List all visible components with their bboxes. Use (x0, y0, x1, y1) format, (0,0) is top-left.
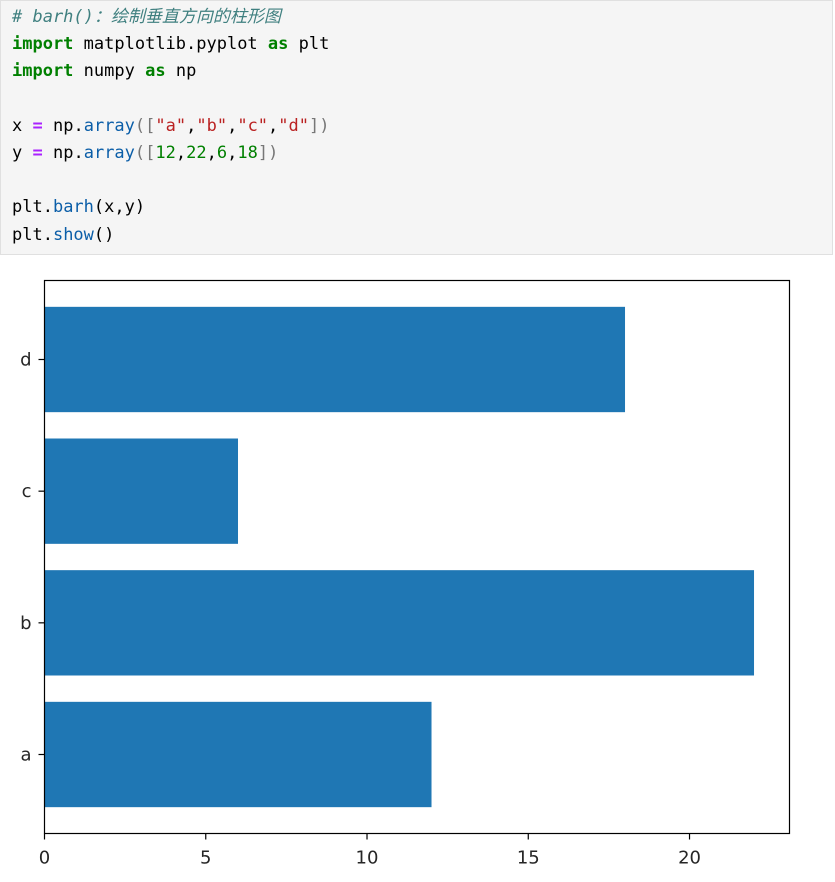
module-alias: plt (298, 34, 330, 55)
x-tick-label: 0 (39, 848, 50, 869)
y-tick-label: b (20, 613, 31, 634)
bracket-open: ([ (134, 142, 156, 163)
keyword-as: as (145, 61, 166, 82)
bar-a (44, 701, 432, 808)
code-line-show: plt.show() (12, 222, 832, 249)
x-tick-label: 10 (356, 848, 379, 869)
code-line-y-array: y = np.array([12,22,6,18]) (12, 142, 279, 163)
number-literal: 22 (186, 142, 207, 163)
bracket-close: ]) (257, 142, 279, 163)
function-array: array (83, 115, 135, 136)
bracket-open: ([ (134, 115, 156, 136)
x-tick-label: 5 (200, 848, 211, 869)
object-np: np. (53, 115, 84, 136)
code-line-import-numpy: import numpy as np (12, 58, 832, 85)
object-plt: plt. (12, 197, 53, 218)
code-line-comment: # barh()：绘制垂直方向的柱形图 (12, 4, 832, 31)
x-tick-label: 20 (678, 848, 701, 869)
module-alias: np (175, 61, 197, 82)
module-name: numpy (83, 61, 135, 82)
code-line-blank (12, 167, 832, 194)
number-literal: 18 (237, 142, 258, 163)
y-tick-label: a (20, 745, 31, 766)
operator-assign: = (32, 115, 43, 136)
y-tick-label: d (20, 350, 31, 371)
object-plt: plt. (12, 224, 53, 245)
keyword-import: import (12, 61, 74, 82)
cell-output: a b c d 0 5 10 15 20 (0, 256, 835, 877)
call-args: () (93, 224, 115, 245)
string-literal: "d" (278, 115, 310, 136)
module-name: matplotlib.pyplot (83, 34, 258, 55)
number-literal: 12 (155, 142, 176, 163)
code-cell[interactable]: # barh()：绘制垂直方向的柱形图 import matplotlib.py… (0, 0, 833, 255)
code-line-blank (12, 86, 832, 113)
axes-frame (43, 279, 791, 835)
string-literal: "c" (237, 115, 269, 136)
code-line-barh: plt.barh(x,y) (12, 194, 832, 221)
bar-d (44, 306, 626, 413)
number-literal: 6 (216, 142, 228, 163)
keyword-import: import (12, 34, 74, 55)
object-np: np. (53, 142, 84, 163)
code-line-import-matplotlib: import matplotlib.pyplot as plt (12, 31, 832, 58)
keyword-as: as (267, 34, 289, 55)
string-literal: "a" (155, 115, 187, 136)
operator-assign: = (32, 142, 43, 163)
x-tick-label: 15 (517, 848, 540, 869)
bar-b (44, 570, 755, 676)
variable-y: y (12, 142, 23, 163)
string-literal: "b" (196, 115, 228, 136)
function-show: show (52, 224, 94, 245)
function-array: array (83, 142, 135, 163)
bar-c (44, 438, 239, 544)
call-args: (x,y) (93, 197, 146, 218)
barh-chart: a b c d 0 5 10 15 20 (20, 279, 791, 869)
variable-x: x (12, 115, 23, 136)
y-tick-label: c (22, 481, 32, 502)
code-line-x-array: x = np.array(["a","b","c","d"]) (12, 115, 330, 136)
bracket-close: ]) (309, 115, 330, 136)
function-barh: barh (52, 197, 94, 218)
code-comment: # barh()：绘制垂直方向的柱形图 (12, 7, 281, 27)
